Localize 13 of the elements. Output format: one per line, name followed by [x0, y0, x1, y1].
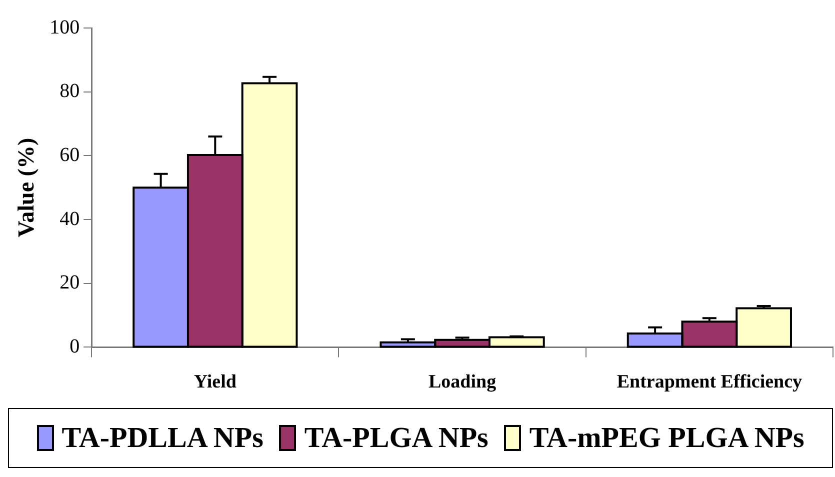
y-tick-label: 100 [50, 16, 80, 38]
y-tick-label: 40 [60, 208, 80, 230]
y-tick-label: 0 [70, 335, 80, 358]
y-tick-label: 20 [60, 272, 80, 294]
y-axis-title: Value (%) [14, 138, 39, 238]
legend-label: TA-mPEG PLGA NPs [529, 422, 804, 454]
x-tick-label: Entrapment Efficiency [616, 372, 803, 393]
y-tick-label: 60 [60, 144, 80, 166]
x-tick-label: Loading [428, 372, 497, 393]
x-tick-label: Yield [194, 372, 237, 393]
legend-label: TA-PLGA NPs [304, 422, 488, 454]
legend-label: TA-PDLLA NPs [62, 422, 264, 454]
y-tick-label: 80 [60, 80, 80, 102]
